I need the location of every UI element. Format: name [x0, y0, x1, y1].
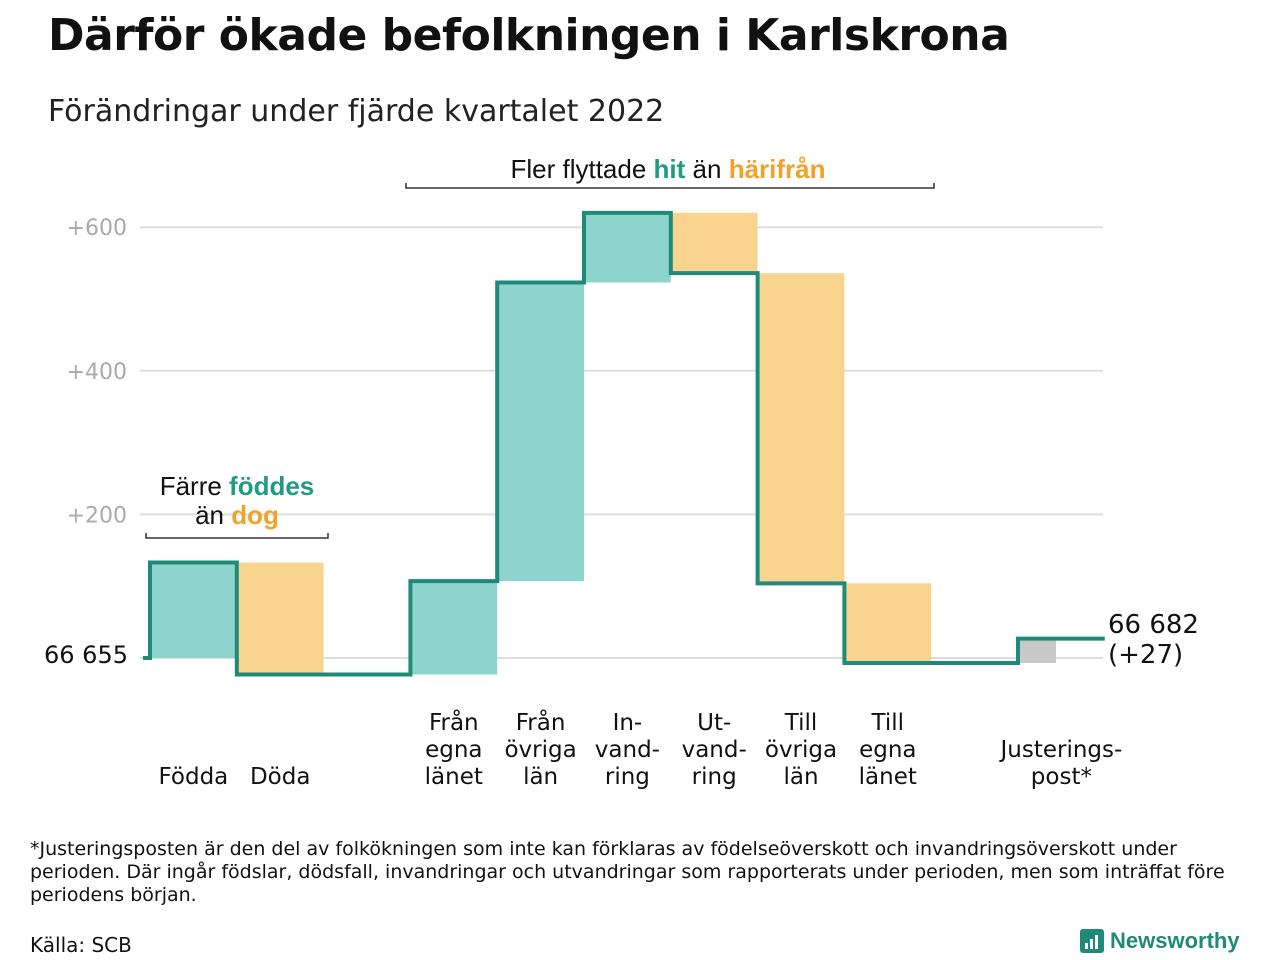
chart-subtitle: Förändringar under fjärde kvartalet 2022 [48, 94, 665, 129]
category-label: vand- [595, 737, 660, 763]
bar-decrease [844, 583, 932, 664]
bar-adjustment [1020, 638, 1056, 664]
category-label: län [523, 764, 558, 790]
newsworthy-logo-text: Newsworthy [1110, 928, 1240, 953]
category-label: In- [613, 710, 643, 736]
end-value-label: 66 682 [1108, 610, 1199, 640]
migration-annotation: Fler flyttade hit än härifrån [510, 154, 825, 184]
migration-bracket [405, 183, 935, 189]
bar-increase [150, 562, 237, 658]
category-label: Ut- [697, 710, 731, 736]
y-tick-label: +200 [67, 503, 127, 528]
newsworthy-logo: Newsworthy [1080, 928, 1240, 954]
natural-change-bracket [145, 533, 329, 539]
category-label: Döda [250, 764, 310, 790]
newsworthy-logo-icon [1080, 929, 1104, 953]
category-label: egna [859, 737, 916, 763]
category-label: post* [1031, 764, 1092, 790]
bar-decrease [236, 562, 324, 675]
category-label: Till [871, 710, 905, 736]
start-value-label: 66 655 [44, 641, 128, 669]
end-change-label: (+27) [1108, 640, 1183, 670]
chart-title: Därför ökade befolkningen i Karlskrona [48, 10, 1010, 61]
category-label: Från [516, 708, 566, 736]
bar-increase [584, 212, 671, 283]
category-label: övriga [504, 737, 576, 763]
category-label: egna [425, 737, 482, 763]
category-label: Justerings- [998, 737, 1122, 763]
category-label: Till [784, 710, 818, 736]
category-label: övriga [765, 737, 837, 763]
bar-increase [497, 282, 584, 582]
category-label: vand- [682, 737, 747, 763]
natural-change-annotation-line2: än dog [195, 500, 279, 530]
y-tick-label: +400 [67, 360, 127, 385]
category-label: Födda [159, 764, 229, 790]
bar-decrease [670, 212, 758, 274]
y-tick-label: +600 [67, 216, 127, 241]
waterfall-chart: +200 +400 +600 66 655 66 682(+27) Fler flytt… [44, 154, 1199, 790]
category-label: län [783, 764, 818, 790]
bar-decrease [757, 273, 845, 584]
category-label: ring [692, 764, 737, 790]
category-label: Från [429, 708, 479, 736]
category-label: länet [425, 764, 483, 790]
source-label: Källa: SCB [30, 933, 132, 957]
category-label: länet [859, 764, 917, 790]
natural-change-annotation-line1: Färre föddes [160, 471, 315, 501]
bar-increase [410, 581, 498, 675]
footnote: *Justeringsposten är den del av folkökni… [30, 838, 1225, 906]
cumulative-step-line [143, 210, 1105, 677]
category-label: ring [605, 764, 650, 790]
